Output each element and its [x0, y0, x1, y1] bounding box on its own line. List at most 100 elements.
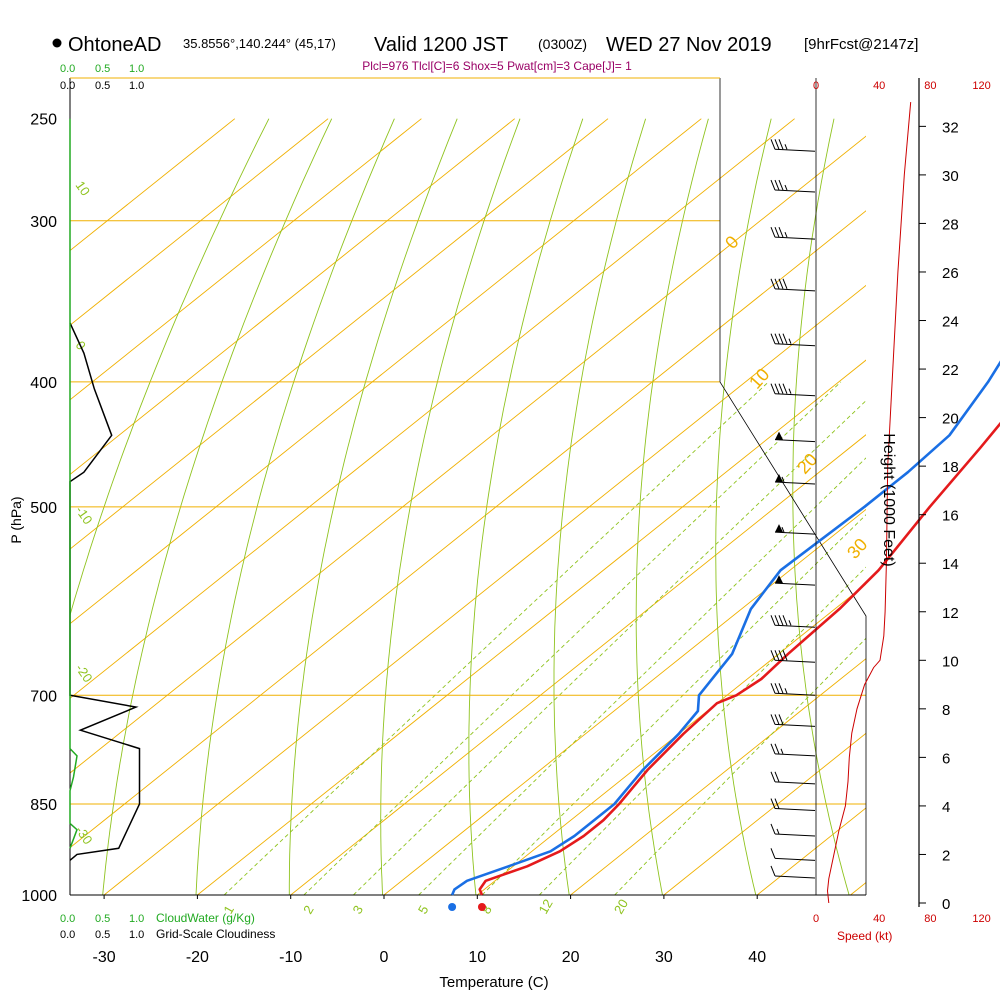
- wind-barb-feather: [770, 650, 776, 661]
- mixing-ratio-line: [538, 566, 866, 895]
- wind-barb-feather: [774, 650, 780, 661]
- height-tick-label: 4: [942, 799, 950, 816]
- height-tick-label: 22: [942, 362, 959, 379]
- speed-tick-top: 0: [813, 80, 819, 92]
- x-tick-label: 30: [655, 949, 673, 966]
- mixing-ratio-label: 12: [535, 896, 555, 916]
- wind-speed-profile-line: [826, 102, 912, 904]
- cloudiness-top-tick: 1.0: [129, 80, 144, 92]
- x-axis-title: Temperature (C): [439, 974, 548, 991]
- cloud-scale-bottom: 0.0 0.5 1.0 CloudWater (g/Kg) 0.0 0.5 1.…: [60, 911, 275, 941]
- y-tick-label: 850: [30, 797, 57, 814]
- height-tick-label: 24: [942, 314, 959, 331]
- wind-barb-staff: [774, 343, 816, 347]
- temperature-profile-line: [478, 421, 1000, 896]
- wind-barb-feather: [770, 333, 776, 344]
- indices-line: Plcl=976 Tlcl[C]=6 Shox=5 Pwat[cm]=3 Cap…: [362, 59, 632, 73]
- height-tick-label: 30: [942, 168, 959, 185]
- y-tick-label: 500: [30, 500, 57, 517]
- wind-barb-feather: [774, 771, 780, 783]
- wind-barb-pennant: [775, 575, 783, 584]
- wind-barb-staff: [774, 288, 816, 292]
- wind-barb: [770, 650, 816, 663]
- wind-barb-feather: [778, 650, 784, 661]
- y-tick-label: 250: [30, 112, 57, 129]
- cloud-water-top-tick: 0.5: [95, 63, 110, 75]
- dry-adiabat-line: [635, 118, 709, 895]
- height-axis-title: Height (1000 Feet): [880, 433, 897, 566]
- wind-barb-feather: [774, 139, 780, 150]
- dry-adiabat-line: [102, 118, 333, 895]
- wind-barb-half-feather: [776, 828, 780, 835]
- wind-barb: [774, 524, 816, 535]
- wind-barb-feather: [770, 743, 776, 755]
- wind-barb-feather: [778, 333, 784, 344]
- station-marker-icon: [52, 38, 62, 48]
- isotherm-line: [756, 807, 866, 895]
- mixing-ratio-label: 3: [350, 903, 367, 917]
- cloudiness-bottom-tick: 1.0: [129, 929, 144, 941]
- isotherm-label: 10: [745, 364, 773, 392]
- height-tick-label: 26: [942, 265, 959, 282]
- height-tick-label: 16: [942, 508, 959, 525]
- dry-adiabat-line: [715, 118, 772, 895]
- isotherm-label: 30: [843, 534, 871, 562]
- isotherm-line: [70, 118, 329, 326]
- surface-temperature-marker: [477, 903, 486, 911]
- wind-barb-half-feather: [781, 476, 785, 483]
- x-tick-label: 20: [562, 949, 580, 966]
- wind-barb: [770, 848, 816, 861]
- x-tick-label: 0: [380, 949, 389, 966]
- wind-barb-half-feather: [780, 748, 784, 755]
- cloud-water-bottom-tick: 1.0: [129, 913, 144, 925]
- wind-barb: [770, 278, 816, 292]
- wind-barb-staff: [774, 189, 816, 193]
- wind-barb: [770, 226, 816, 240]
- valid-date: WED 27 Nov 2019: [606, 34, 772, 56]
- cloudiness-top-tick: 0.5: [95, 80, 110, 92]
- height-tick-label: 8: [942, 702, 950, 719]
- cloudiness-bottom-tick: 0.0: [60, 929, 75, 941]
- x-tick-label: -10: [279, 949, 302, 966]
- wind-barb-feather: [778, 226, 784, 238]
- wind-barb-staff: [774, 875, 816, 879]
- wind-barb-feather: [770, 615, 776, 626]
- axes: -30 -20 -10 0 10 20 30 40 250 300 400 500 700 850 1000: [21, 112, 766, 966]
- wind-barb-feather: [770, 771, 776, 783]
- wind-barb-staff: [774, 582, 816, 586]
- wind-barb-feather: [770, 823, 776, 835]
- wind-panel: 0040408080120120024681012141618202224262…: [770, 78, 991, 925]
- wind-barb-feather: [770, 865, 776, 877]
- x-tick-label: -30: [93, 949, 116, 966]
- wind-barb-feather: [770, 139, 776, 150]
- wind-barb-staff: [774, 781, 816, 785]
- wind-barb-feather: [782, 615, 788, 626]
- wind-barb-feather: [778, 383, 784, 394]
- wind-barb-feather: [770, 179, 776, 191]
- wind-barb-staff: [774, 531, 816, 535]
- dry-adiabat-label: -20: [73, 661, 96, 685]
- wind-barb-feather: [770, 383, 776, 394]
- wind-barb-feather: [774, 714, 780, 725]
- valid-label: Valid 1200 JST: [374, 34, 508, 56]
- wind-barb-feather: [782, 333, 788, 344]
- speed-tick-bottom: 80: [924, 913, 936, 925]
- surface-dewpoint-marker: [448, 903, 457, 911]
- height-tick-label: 14: [942, 556, 959, 573]
- cloudiness-bottom-tick: 0.5: [95, 929, 110, 941]
- height-tick-label: 32: [942, 119, 959, 136]
- wind-barb-half-feather: [788, 338, 792, 344]
- wind-barb-staff: [774, 692, 816, 696]
- y-tick-label: 400: [30, 375, 57, 392]
- wind-barb-half-feather: [784, 231, 788, 238]
- wind-barb: [770, 139, 816, 152]
- wind-barb-feather: [770, 278, 776, 290]
- cloud-water-bottom-tick: 0.0: [60, 913, 75, 925]
- wind-barb-staff: [774, 857, 816, 861]
- cloud-water-bottom-tick: 0.5: [95, 913, 110, 925]
- wind-barb-feather: [778, 714, 784, 725]
- height-tick-label: 28: [942, 216, 959, 233]
- dry-adiabat-label: -30: [73, 823, 96, 847]
- station-name: OhtoneAD: [68, 34, 161, 56]
